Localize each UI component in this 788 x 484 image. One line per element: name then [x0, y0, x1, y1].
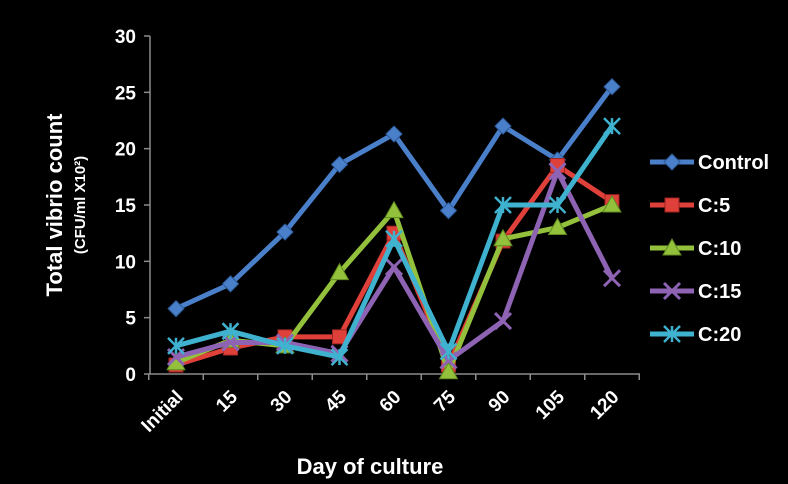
- legend-label: C:15: [698, 281, 741, 303]
- x-tick-label-Initial: Initial: [138, 387, 188, 437]
- data-point-30: [276, 336, 294, 355]
- x-tick-label-75: 75: [430, 386, 460, 416]
- data-point-45: [329, 262, 350, 281]
- y-tick-label-15: 15: [115, 196, 137, 217]
- x-tick-label-60: 60: [376, 387, 406, 417]
- data-point-120: [602, 194, 622, 213]
- x-tick-label-120: 120: [586, 387, 623, 424]
- data-point-105: [548, 162, 567, 181]
- y-tick-label-10: 10: [115, 252, 136, 273]
- series-c-20: [167, 117, 621, 366]
- y-tick-label-0: 0: [125, 365, 136, 386]
- legend-label: C:20: [698, 324, 741, 346]
- data-point-105: [547, 217, 568, 236]
- legend-label: Control: [698, 152, 769, 174]
- series-layer: [166, 77, 622, 380]
- data-point-45: [330, 155, 349, 174]
- legend-marker: [662, 281, 682, 301]
- legend-marker: [662, 237, 682, 256]
- data-point-60: [384, 257, 404, 277]
- data-point-60: [384, 200, 404, 219]
- data-point-90: [493, 311, 513, 331]
- data-point-60: [385, 229, 403, 248]
- data-point-30: [276, 223, 294, 241]
- data-point-Initial: [167, 299, 185, 318]
- legend-marker: [664, 197, 680, 213]
- x-tick-label-30: 30: [267, 387, 297, 417]
- data-point-75: [439, 342, 458, 361]
- legend-item-c-5: C:5: [650, 195, 730, 217]
- legend-marker: [663, 325, 681, 343]
- data-point-120: [602, 269, 622, 288]
- legend-item-c-20: C:20: [650, 324, 741, 346]
- legend-label: C:5: [698, 195, 730, 217]
- data-point-105: [548, 196, 567, 214]
- data-point-Initial: [167, 336, 185, 355]
- data-point-120: [603, 77, 621, 96]
- y-tick-label-20: 20: [115, 140, 136, 161]
- legend-item-c-10: C:10: [650, 237, 741, 260]
- y-tick-label-30: 30: [115, 27, 136, 48]
- data-point-60: [385, 125, 403, 143]
- x-tick-label-15: 15: [212, 386, 242, 416]
- data-point-75: [438, 361, 459, 380]
- data-point-45: [330, 348, 349, 366]
- x-tick-label-90: 90: [485, 387, 515, 417]
- y-tick-label-25: 25: [115, 83, 137, 104]
- legend-item-c-15: C:15: [650, 281, 741, 303]
- data-point-120: [603, 117, 621, 136]
- x-axis-title: Day of culture: [297, 454, 444, 479]
- data-point-90: [493, 228, 513, 247]
- series-control: [167, 77, 621, 318]
- data-point-75: [439, 201, 458, 220]
- data-point-90: [494, 196, 512, 214]
- data-point-15: [221, 275, 240, 293]
- legend: Control C:5 C:10 C:15 C:20: [650, 152, 769, 346]
- legend-item-control: Control: [650, 152, 769, 174]
- x-tick-label-105: 105: [532, 386, 570, 424]
- y-axis-title: Total vibrio count: [42, 113, 67, 297]
- legend-marker: [663, 153, 681, 171]
- y-tick-label-5: 5: [125, 309, 136, 330]
- data-point-90: [494, 117, 512, 135]
- data-point-15: [221, 322, 240, 341]
- x-tick-label-45: 45: [321, 386, 351, 416]
- series-c-15: [166, 162, 622, 370]
- legend-label: C:10: [698, 238, 741, 260]
- y-axis-unit: (CFU/ml X10²): [72, 156, 89, 254]
